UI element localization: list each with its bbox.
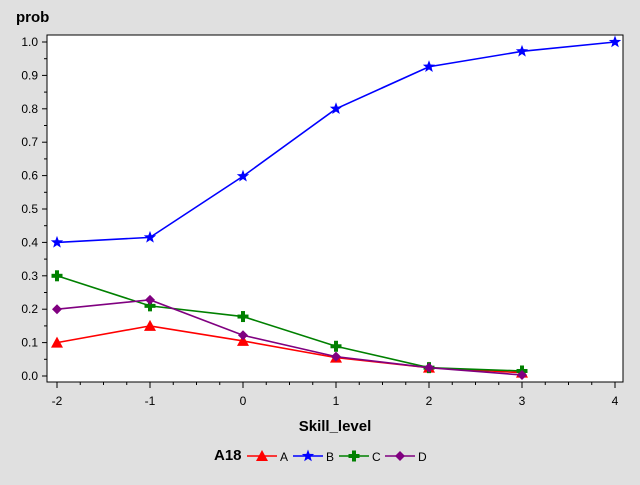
series-point-b [236,169,250,182]
x-tick-label: 0 [240,394,247,408]
x-tick-label: 2 [426,394,433,408]
y-tick-label: 0.9 [21,68,38,82]
series-point-b [50,235,64,248]
series-point-a [144,319,156,331]
series-point-c [330,340,342,352]
x-tick-label: -2 [52,394,63,408]
series-layer [50,35,622,380]
series-point-d [424,362,434,373]
legend-title: A18 [214,447,242,464]
series-point-d [331,351,341,362]
series-point-c-v [334,340,338,352]
axes: 0.0 0.1 0.2 0.3 0.4 0.5 0.6 0.7 0.8 0.9 1.0 -2 -1 0 1 2… [21,35,618,408]
series-point-a [237,334,249,346]
series-point-c [237,311,249,323]
series-point-b [422,60,436,72]
legend-marker-a [256,450,268,461]
x-tick-label: 4 [612,394,619,408]
y-tick-label: 0.0 [21,369,38,383]
legend-label-c: C [372,450,381,464]
legend: A18 A B C D [214,447,427,464]
series-point-a [51,336,63,348]
y-tick-label: 0.3 [21,269,38,283]
series-point-d [517,369,527,380]
legend-marker-c [348,450,360,462]
x-tick-label: 3 [519,394,526,408]
x-tick-label: 1 [333,394,340,408]
series-line-d [56,299,523,376]
series-point-d [52,304,62,315]
series-point-c-v [148,300,152,312]
x-tick-label: -1 [145,394,156,408]
y-tick-label: 1.0 [21,35,38,49]
series-point-d [145,294,155,305]
y-axis-label: prob [16,9,49,26]
y-tick-label: 0.4 [21,235,38,249]
y-tick-label: 0.8 [21,102,38,116]
series-point-c [144,300,156,312]
legend-marker-b [301,449,315,462]
series-point-c [51,270,63,282]
y-tick-label: 0.7 [21,135,38,149]
legend-label-a: A [280,450,288,464]
legend-label-d: D [418,450,427,464]
y-tick-label: 0.2 [21,302,38,316]
y-tick-label: 0.5 [21,202,38,216]
legend-marker-c-v [352,450,356,462]
y-tick-label: 0.1 [21,336,38,350]
series-point-c-v [241,311,245,323]
series-point-b [143,230,157,243]
x-axis-label: Skill_level [299,418,372,435]
series-point-b [329,102,343,115]
legend-marker-d [395,451,405,461]
legend-label-b: B [326,450,334,464]
series-point-d [238,330,248,341]
plot-area [46,34,624,383]
series-point-b [515,44,529,57]
series-point-b [608,35,622,48]
y-tick-label: 0.6 [21,169,38,183]
series-point-c-v [55,270,59,282]
